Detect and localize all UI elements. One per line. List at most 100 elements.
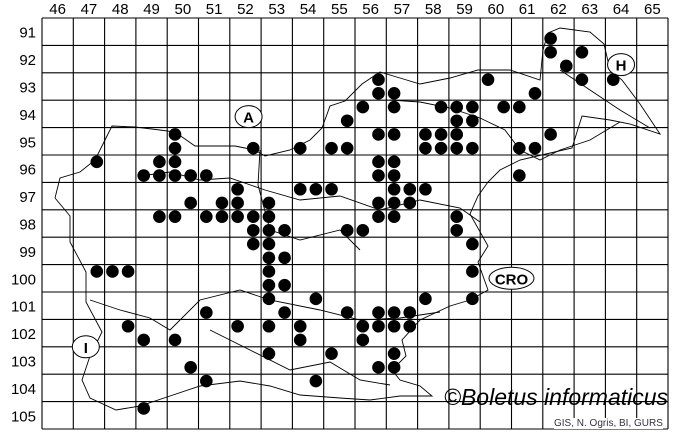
occurrence-dot (246, 237, 260, 251)
grid-column-label: 47 (81, 1, 98, 18)
grid-row-label: 99 (19, 244, 36, 261)
occurrence-dot (262, 237, 276, 251)
grid-column-label: 52 (237, 1, 254, 18)
country-label-ellipse (607, 53, 636, 77)
grid-column-label: 53 (268, 1, 285, 18)
occurrence-dot (168, 155, 182, 169)
occurrence-dot (168, 333, 182, 347)
grid-row-label: 97 (19, 189, 36, 206)
occurrence-dot (387, 100, 401, 114)
occurrence-dot (200, 169, 213, 182)
river (389, 99, 621, 161)
grid-column-label: 61 (519, 1, 536, 18)
occurrence-dot (356, 100, 370, 114)
grid-column-label: 54 (300, 1, 317, 18)
grid-column-label: 48 (112, 1, 129, 18)
occurrence-dot (106, 265, 119, 278)
occurrence-dot (231, 182, 244, 196)
occurrence-dot (466, 237, 479, 251)
country-label: I (84, 340, 88, 357)
grid-column-label: 60 (488, 1, 505, 18)
occurrence-dot (246, 224, 260, 237)
occurrence-dot (466, 292, 479, 306)
grid-row-label: 103 (11, 354, 36, 371)
occurrence-dot (137, 333, 151, 347)
occurrence-dot (450, 210, 464, 223)
occurrence-dot (419, 128, 432, 141)
occurrence-dot (403, 182, 417, 196)
occurrence-dot (137, 402, 151, 415)
country-label: CRO (495, 271, 529, 288)
occurrence-dots (90, 32, 620, 415)
occurrence-dot (419, 292, 432, 306)
occurrence-dot (231, 319, 244, 333)
occurrence-dot (340, 141, 354, 155)
occurrence-dot (184, 196, 197, 210)
source-credit: GIS, N. Ogris, BI, GURS (554, 418, 663, 429)
grid-column-label: 58 (425, 1, 442, 18)
occurrence-dot (168, 210, 182, 223)
occurrence-dot (340, 114, 354, 128)
grid-column-label: 56 (362, 1, 379, 18)
country-labels: A H CRO I (71, 53, 636, 359)
occurrence-dot (513, 169, 526, 182)
grid-column-label: 46 (49, 1, 66, 18)
occurrence-dot (419, 182, 432, 196)
occurrence-dot (293, 141, 307, 155)
occurrence-dot (450, 114, 464, 128)
occurrence-dot (200, 374, 213, 388)
grid-row-label: 102 (11, 326, 36, 343)
occurrence-dot (466, 141, 479, 155)
occurrence-dot (481, 73, 495, 86)
occurrence-dot (513, 141, 526, 155)
occurrence-dot (387, 306, 401, 319)
grid-column-label: 55 (331, 1, 348, 18)
occurrence-dot (372, 210, 385, 223)
copyright-text: ©Boletus informaticus (444, 384, 669, 410)
occurrence-dot (372, 319, 385, 333)
grid-column-label: 51 (206, 1, 223, 18)
occurrence-dot (403, 306, 417, 319)
occurrence-dot (387, 210, 401, 223)
occurrence-dot (434, 128, 448, 141)
occurrence-dot (278, 278, 291, 292)
occurrence-dot (262, 278, 276, 292)
occurrence-dot (372, 73, 385, 86)
occurrence-dot (231, 210, 244, 223)
grid-column-label: 64 (613, 1, 630, 18)
occurrence-dot (200, 306, 213, 319)
occurrence-dot (231, 196, 244, 210)
grid-row-label: 93 (19, 80, 36, 97)
occurrence-dot (606, 73, 620, 86)
occurrence-dot (544, 32, 557, 45)
grid-column-label: 62 (550, 1, 567, 18)
grid-row-labels: 91 92 93 94 95 96 97 98 99 100 101 102 103 104 105 (11, 25, 36, 426)
grid-row-label: 96 (19, 162, 36, 179)
occurrence-dot (387, 347, 401, 360)
occurrence-dot (309, 292, 323, 306)
occurrence-dot (528, 87, 542, 100)
country-label-ellipse (71, 335, 100, 359)
occurrence-dot (293, 319, 307, 333)
occurrence-dot (372, 128, 385, 141)
occurrence-dot (262, 210, 276, 223)
occurrence-dot (215, 196, 229, 210)
grid-row-label: 95 (19, 134, 36, 151)
occurrence-dot (215, 210, 229, 223)
occurrence-dot (450, 141, 464, 155)
occurrence-dot (137, 169, 151, 182)
occurrence-dot (153, 210, 166, 223)
occurrence-dot (356, 319, 370, 333)
occurrence-dot (372, 361, 385, 374)
occurrence-dot (466, 100, 479, 114)
occurrence-dot (387, 361, 401, 374)
occurrence-dot (387, 196, 401, 210)
occurrence-dot (90, 265, 104, 278)
occurrence-dot (278, 251, 291, 265)
grid-row-label: 105 (11, 408, 36, 425)
occurrence-dot (246, 210, 260, 223)
occurrence-dot (325, 182, 338, 196)
occurrence-dot (372, 169, 385, 182)
grid-row-label: 92 (19, 52, 36, 69)
